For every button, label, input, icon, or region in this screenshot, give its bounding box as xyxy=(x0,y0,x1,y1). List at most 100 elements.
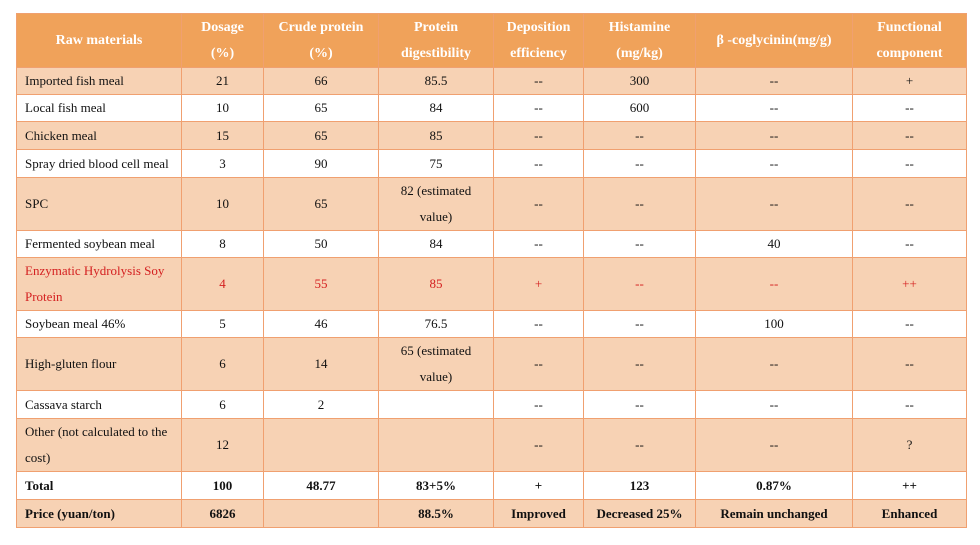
table-cell: 5 xyxy=(181,310,264,338)
table-cell: -- xyxy=(583,337,696,391)
table-cell: ++ xyxy=(852,471,967,500)
table-cell: 46 xyxy=(263,310,379,338)
table-cell: 50 xyxy=(263,230,379,258)
table-cell: 123 xyxy=(583,471,696,500)
header-raw-materials: Raw materials xyxy=(16,13,182,68)
table-cell: 65 (estimated value) xyxy=(378,337,494,391)
total-row: Total 100 48.77 83+5% +123 0.87% ++ xyxy=(16,471,967,500)
table-row: High-gluten flour 6 14 65 (estimated value)… xyxy=(16,337,967,391)
table-cell: -- xyxy=(695,390,853,419)
table-cell: -- xyxy=(493,337,584,391)
table-cell: 4 xyxy=(181,257,264,311)
table-row: Local fish meal 10 65 84 -- 600 -- -- xyxy=(16,94,967,122)
header-row: Raw materials Dosage (%) Crude protein (%)… xyxy=(16,13,967,68)
table-cell: + xyxy=(493,257,584,311)
table-cell: 85.5 xyxy=(378,67,494,95)
table-cell: 55 xyxy=(263,257,379,311)
header-crude-protein: Crude protein (%) xyxy=(263,13,379,68)
table-row: Fermented soybean meal 8 50 84 -- -- 40 -- xyxy=(16,230,967,258)
table-cell xyxy=(378,390,494,419)
row-label-cell: Other (not calculated to the cost) xyxy=(16,418,182,472)
table-cell: -- xyxy=(583,230,696,258)
table-cell: -- xyxy=(493,177,584,231)
table-cell: + xyxy=(493,471,584,500)
header-deposition-efficiency: Deposition efficiency xyxy=(493,13,584,68)
row-label-cell: Chicken meal xyxy=(16,121,182,150)
table-cell: -- xyxy=(583,177,696,231)
table-cell: -- xyxy=(583,390,696,419)
table-cell: -- xyxy=(493,230,584,258)
table-row: Other (not calculated to the cost) 12 -- --… xyxy=(16,418,967,472)
row-label-cell: High-gluten flour xyxy=(16,337,182,391)
row-label-cell: Spray dried blood cell meal xyxy=(16,149,182,178)
table-cell: 75 xyxy=(378,149,494,178)
table-cell: 82 (estimated value) xyxy=(378,177,494,231)
table-cell: 90 xyxy=(263,149,379,178)
table-cell: 6 xyxy=(181,337,264,391)
table-row: Cassava starch 6 2 -- -- -- -- xyxy=(16,390,967,419)
header-dosage: Dosage (%) xyxy=(181,13,264,68)
table-cell: -- xyxy=(493,310,584,338)
table-cell: -- xyxy=(493,149,584,178)
table-cell xyxy=(378,418,494,472)
table-row: Soybean meal 46% 5 46 76.5 -- -- 100 -- xyxy=(16,310,967,338)
table-cell: ++ xyxy=(852,257,967,311)
table-cell: -- xyxy=(852,230,967,258)
table-cell: 8 xyxy=(181,230,264,258)
table-cell: -- xyxy=(583,121,696,150)
table-cell: 6 xyxy=(181,390,264,419)
table-cell: Improved xyxy=(493,499,584,528)
table-row: Spray dried blood cell meal 3 90 75 -- -- -- -- xyxy=(16,149,967,178)
table-cell: 76.5 xyxy=(378,310,494,338)
table-cell: 85 xyxy=(378,121,494,150)
table-cell: 85 xyxy=(378,257,494,311)
row-label-cell: Fermented soybean meal xyxy=(16,230,182,258)
table-cell: 10 xyxy=(181,177,264,231)
table-cell: -- xyxy=(583,149,696,178)
table-cell: 100 xyxy=(695,310,853,338)
table-cell: 84 xyxy=(378,230,494,258)
table-cell: 15 xyxy=(181,121,264,150)
table-cell: -- xyxy=(493,67,584,95)
table-cell: 6826 xyxy=(181,499,264,528)
row-label-cell: Imported fish meal xyxy=(16,67,182,95)
table-cell: + xyxy=(852,67,967,95)
table-cell: 14 xyxy=(263,337,379,391)
header-histamine: Histamine (mg/kg) xyxy=(583,13,696,68)
table-cell: -- xyxy=(583,418,696,472)
table-cell: 65 xyxy=(263,177,379,231)
row-label-cell: Local fish meal xyxy=(16,94,182,122)
table-cell: -- xyxy=(852,177,967,231)
table-cell: -- xyxy=(852,337,967,391)
price-row: Price (yuan/ton) 6826 88.5% Improved Decreas… xyxy=(16,499,967,528)
table-row: Imported fish meal 21 66 85.5 -- 300 -- + xyxy=(16,67,967,95)
table-cell: -- xyxy=(852,149,967,178)
row-label-cell: Total xyxy=(16,471,182,500)
table-cell: Remain unchanged xyxy=(695,499,853,528)
table-cell xyxy=(263,418,379,472)
table-cell: -- xyxy=(695,337,853,391)
header-functional-component: Functional component xyxy=(852,13,967,68)
table-cell: ? xyxy=(852,418,967,472)
table-cell: 21 xyxy=(181,67,264,95)
table-cell: 84 xyxy=(378,94,494,122)
table-cell: 2 xyxy=(263,390,379,419)
row-label-cell: SPC xyxy=(16,177,182,231)
table-cell: -- xyxy=(493,94,584,122)
table-cell: -- xyxy=(583,257,696,311)
table-cell: -- xyxy=(695,418,853,472)
table-cell: 12 xyxy=(181,418,264,472)
row-label-cell: Price (yuan/ton) xyxy=(16,499,182,528)
header-b-coglycinin: β -coglycinin(mg/g) xyxy=(695,13,853,68)
table-cell: -- xyxy=(695,177,853,231)
table-cell xyxy=(263,499,379,528)
table-row: Chicken meal 15 65 85 -- -- -- -- xyxy=(16,121,967,150)
table-cell: -- xyxy=(493,121,584,150)
table-cell: 83+5% xyxy=(378,471,494,500)
header-protein-digestibility: Protein digestibility xyxy=(378,13,494,68)
table-cell: -- xyxy=(493,418,584,472)
table-cell: -- xyxy=(695,67,853,95)
table-cell: 10 xyxy=(181,94,264,122)
table-cell: 3 xyxy=(181,149,264,178)
row-label-cell: Cassava starch xyxy=(16,390,182,419)
